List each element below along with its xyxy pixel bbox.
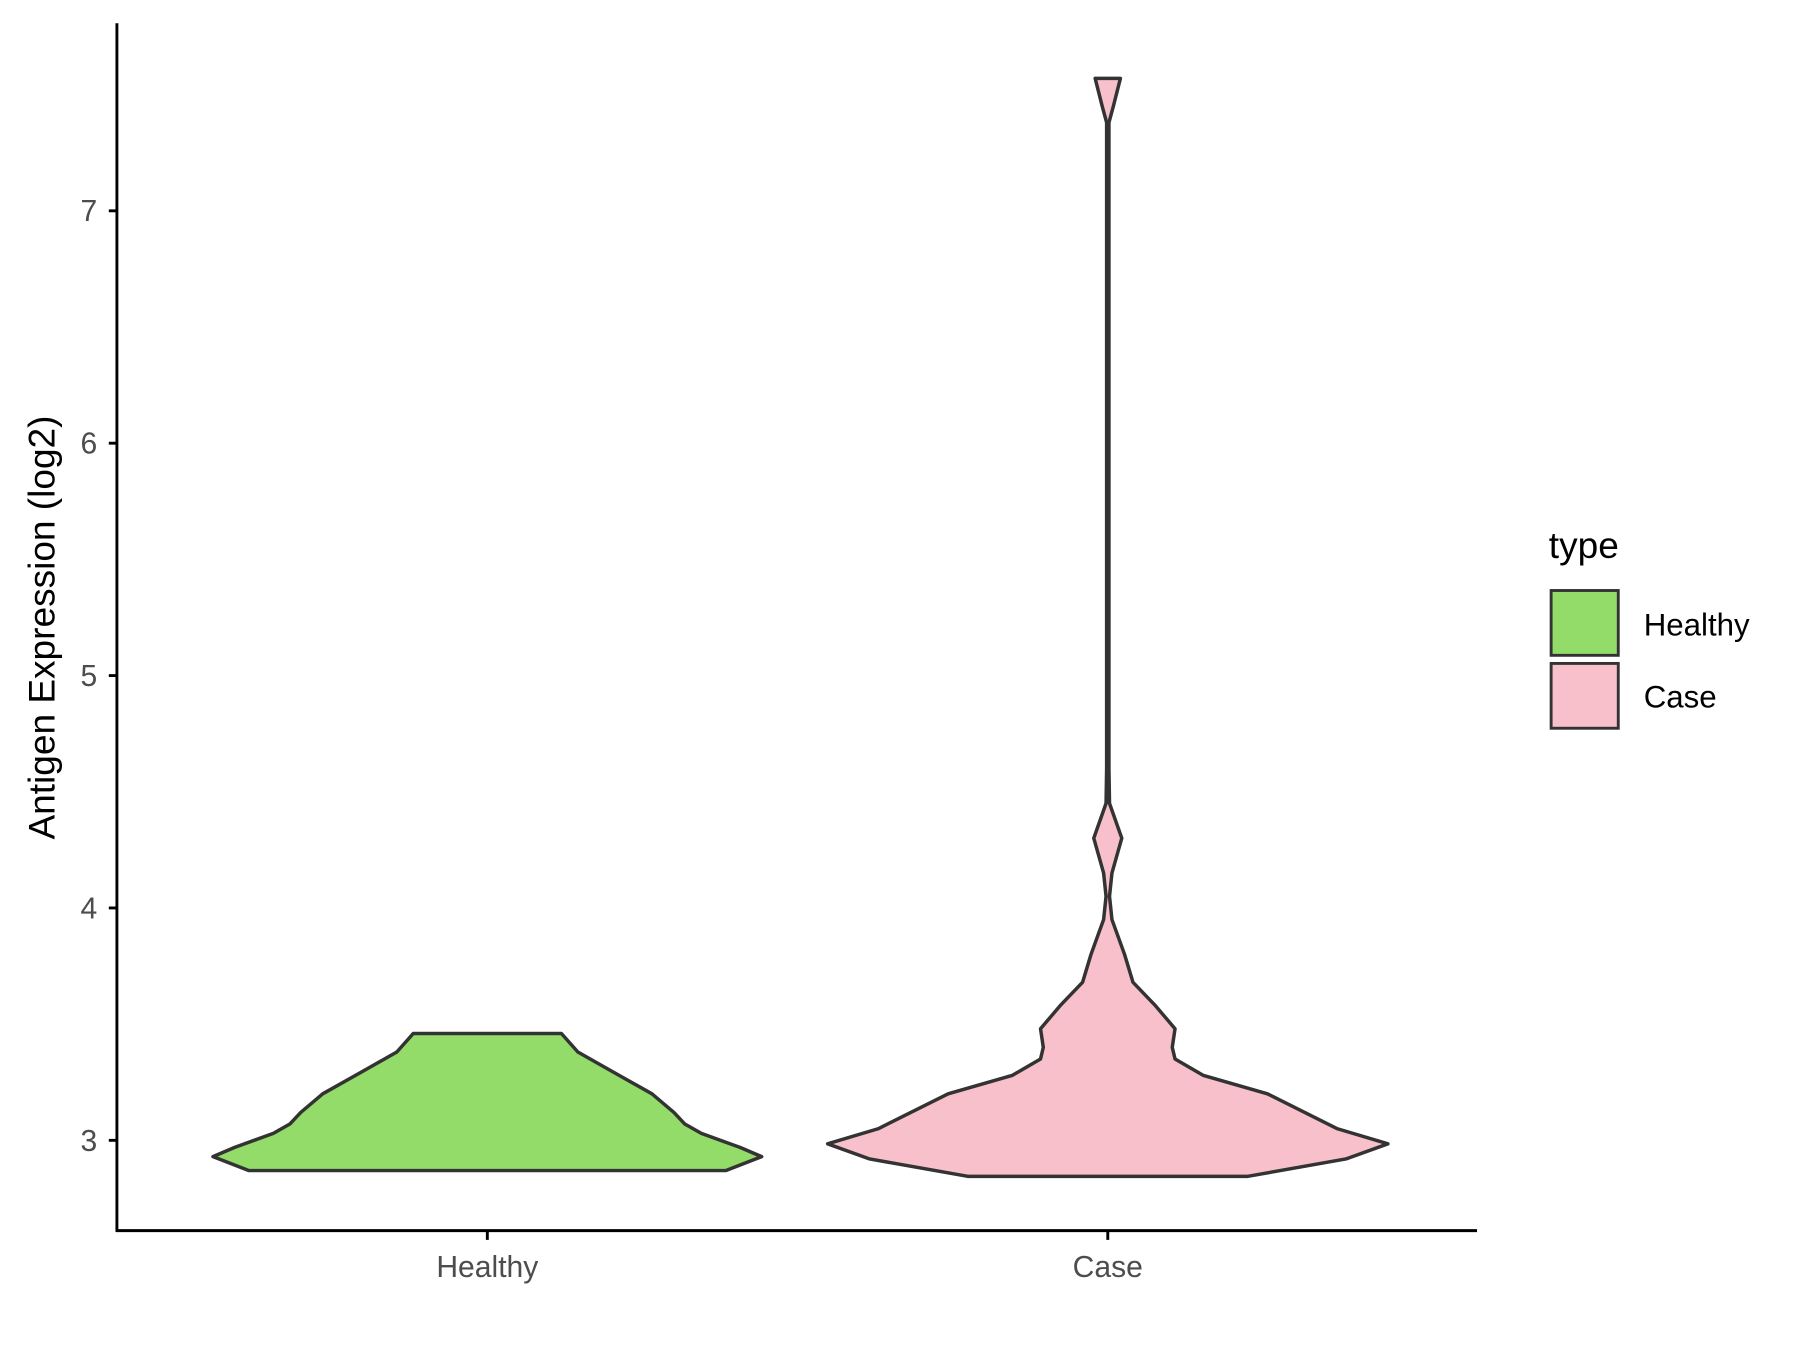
y-tick-label: 7 [81,195,98,228]
y-axis-title: Antigen Expression (log2) [20,416,62,840]
x-ticks: Healthy Case [436,1230,1143,1284]
x-tick-label: Healthy [436,1251,538,1284]
y-tick-label: 6 [81,428,98,461]
y-ticks: 3 4 5 6 7 [81,195,117,1158]
x-tick-label: Case [1073,1251,1143,1284]
y-tick-label: 3 [81,1125,98,1158]
y-tick-label: 5 [81,660,98,693]
legend-label-case: Case [1644,679,1717,714]
legend-key-healthy [1549,589,1620,657]
legend-key-case [1549,661,1620,730]
violin-case [825,76,1390,1179]
legend-title: type [1549,524,1619,566]
y-tick-label: 4 [81,892,98,925]
legend-label-healthy: Healthy [1644,608,1750,643]
violins [211,76,1390,1179]
violin-healthy [211,1031,764,1173]
legend: type Healthy Case [1549,524,1750,730]
